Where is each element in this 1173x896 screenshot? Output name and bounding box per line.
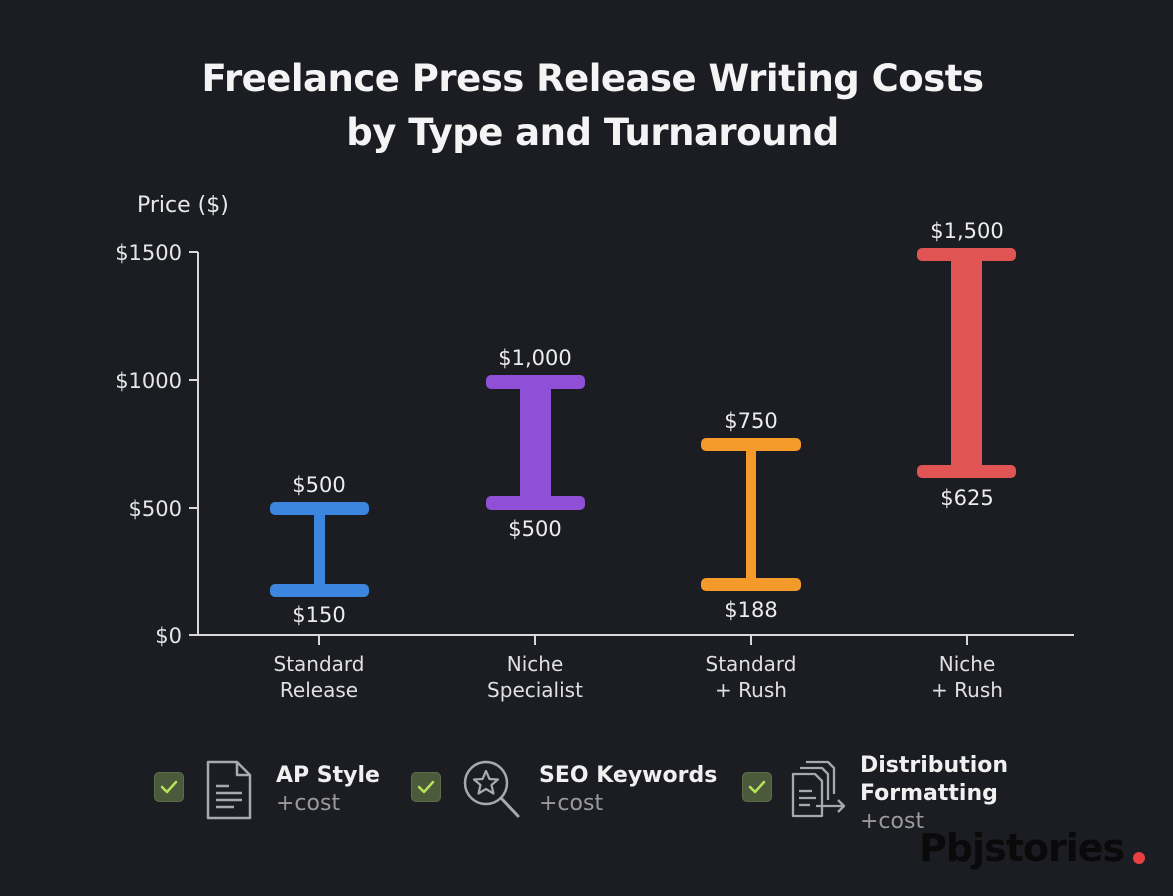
range-bar-niche-specialist: $1,000 $500 bbox=[486, 346, 585, 541]
legend-cost: +cost bbox=[276, 791, 341, 816]
stacked-documents-arrow-icon bbox=[791, 760, 846, 818]
document-icon bbox=[206, 760, 252, 820]
range-bar-niche-rush: $1,500 $625 bbox=[917, 219, 1016, 510]
legend-title: AP Style bbox=[276, 763, 380, 788]
category-label: Niche bbox=[507, 652, 564, 676]
watermark-dot bbox=[1133, 852, 1145, 864]
low-value-label: $188 bbox=[724, 598, 777, 622]
x-ticks bbox=[318, 635, 968, 645]
category-label: Specialist bbox=[487, 678, 583, 702]
y-tick-label: $0 bbox=[155, 624, 182, 648]
legend-title: Formatting bbox=[860, 781, 998, 806]
category-label: + Rush bbox=[715, 678, 787, 702]
y-tick-label: $500 bbox=[129, 497, 182, 521]
watermark: Pbjstories bbox=[919, 826, 1125, 870]
chart-title-line-2: by Type and Turnaround bbox=[346, 111, 839, 154]
check-icon bbox=[417, 780, 435, 794]
range-bar-standard-rush: $750 $188 bbox=[701, 409, 801, 622]
search-star-icon bbox=[463, 760, 520, 818]
chart-title: Freelance Press Release Writing Costs by… bbox=[0, 52, 1173, 160]
checkbox-checked[interactable] bbox=[742, 772, 772, 802]
checkbox-checked[interactable] bbox=[154, 772, 184, 802]
range-bar-standard-release: $500 $150 bbox=[270, 473, 369, 627]
category-label: Standard bbox=[706, 652, 797, 676]
high-value-label: $500 bbox=[292, 473, 345, 497]
high-value-label: $750 bbox=[724, 409, 777, 433]
y-tick-label: $1500 bbox=[115, 241, 182, 265]
category-label: Standard bbox=[274, 652, 365, 676]
legend-title: Distribution bbox=[860, 753, 1009, 778]
legend-item-distribution-formatting: Distribution Formatting +cost bbox=[742, 753, 1008, 836]
legend-cost: +cost bbox=[539, 791, 604, 816]
low-value-label: $625 bbox=[940, 486, 993, 510]
legend-item-ap-style: AP Style +cost bbox=[154, 758, 380, 822]
y-tick-label: $1000 bbox=[115, 369, 182, 393]
high-value-label: $1,000 bbox=[498, 346, 571, 370]
chart-title-line-1: Freelance Press Release Writing Costs bbox=[201, 57, 984, 100]
high-value-label: $1,500 bbox=[930, 219, 1003, 243]
check-icon bbox=[160, 780, 178, 794]
y-axis-label: Price ($) bbox=[137, 193, 229, 218]
legend-title: SEO Keywords bbox=[539, 763, 718, 788]
legend-item-seo-keywords: SEO Keywords +cost bbox=[411, 758, 717, 822]
category-label: Niche bbox=[939, 652, 996, 676]
x-category-labels: Standard Release Niche Specialist Standa… bbox=[274, 652, 1003, 702]
legend-cost: +cost bbox=[860, 809, 925, 834]
low-value-label: $150 bbox=[292, 603, 345, 627]
category-label: Release bbox=[280, 678, 358, 702]
y-ticks: $1500 $1000 $500 $0 bbox=[115, 241, 198, 648]
category-label: + Rush bbox=[931, 678, 1003, 702]
checkbox-checked[interactable] bbox=[411, 772, 441, 802]
check-icon bbox=[748, 780, 766, 794]
low-value-label: $500 bbox=[508, 517, 561, 541]
